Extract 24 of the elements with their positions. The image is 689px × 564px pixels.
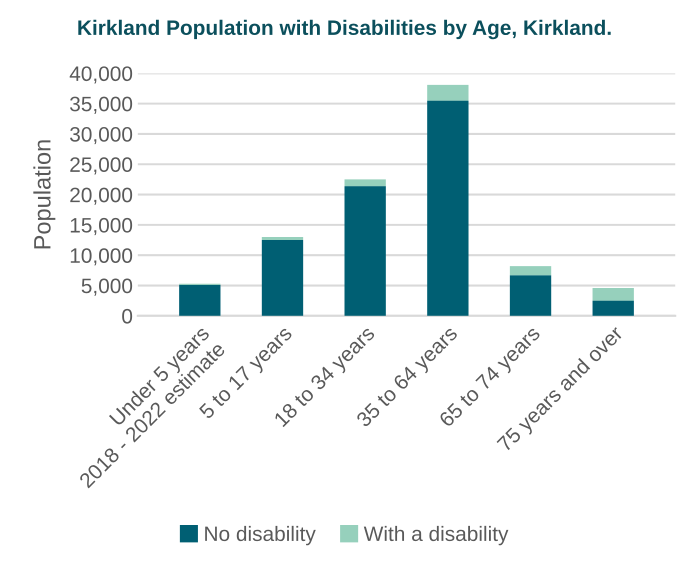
bar: [262, 237, 304, 240]
y-axis-title: Population: [33, 140, 56, 248]
bar: [510, 266, 552, 276]
bar: [427, 84, 469, 101]
bar: [262, 240, 304, 316]
bar: [592, 288, 634, 301]
y-tick-label: 25,000: [70, 157, 132, 174]
bar: [510, 275, 552, 316]
y-tick-label: 35,000: [70, 96, 132, 114]
bar: [344, 186, 386, 316]
y-tick-label: 30,000: [70, 126, 132, 144]
y-tick-label: 0: [122, 308, 132, 324]
y-tick-label: 10,000: [70, 248, 132, 266]
y-tick-label: 5,000: [82, 278, 132, 296]
y-tick-label: 40,000: [70, 66, 132, 84]
chart-title: Kirkland Population with Disabilities by Age, Kirkland.: [78, 20, 611, 40]
bar: [344, 179, 386, 186]
y-tick-label: 15,000: [70, 218, 132, 236]
legend-label: With a disability: [364, 526, 508, 546]
bar: [179, 284, 220, 316]
bar: [427, 100, 469, 316]
bar: [592, 300, 634, 316]
y-tick-label: 20,000: [70, 188, 132, 205]
legend-label: No disability: [205, 526, 316, 546]
